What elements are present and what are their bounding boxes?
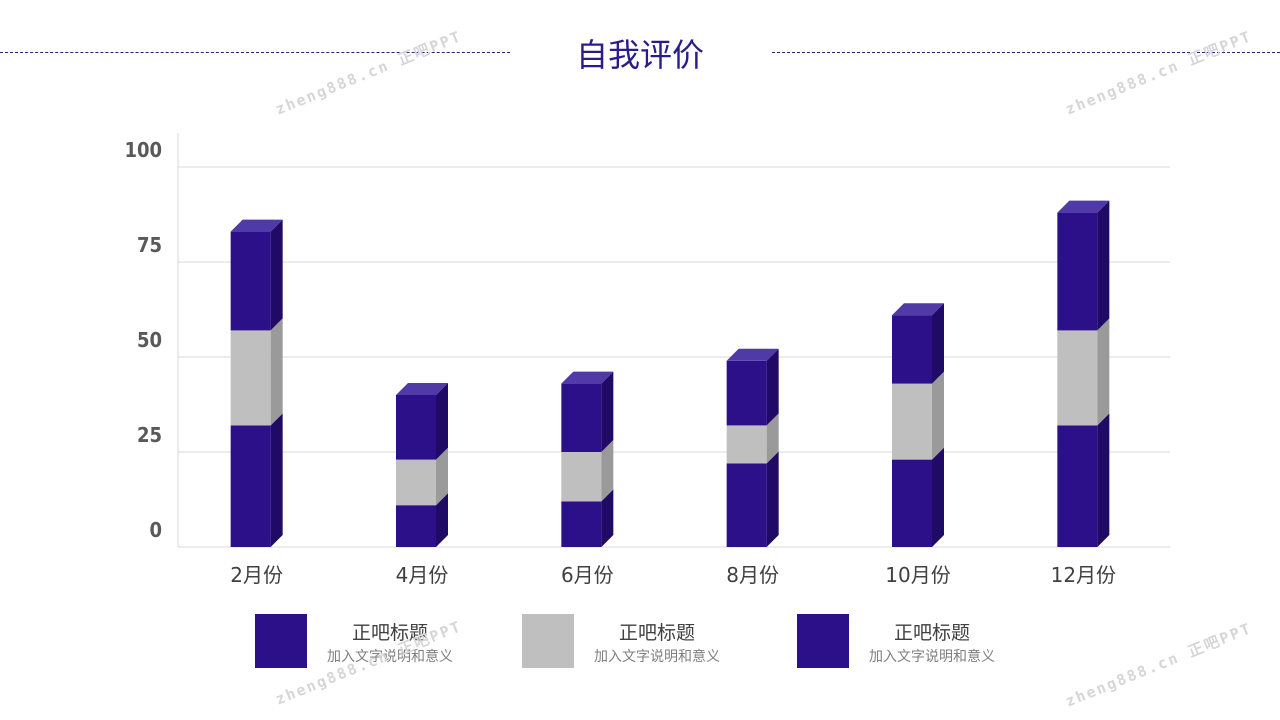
legend-desc-3: 加入文字说明和意义 <box>869 649 995 665</box>
x-tick-label-6: 12月份 <box>1051 563 1116 587</box>
legend-swatch-1 <box>255 614 307 668</box>
legend-title-2: 正吧标题 <box>618 622 695 644</box>
title-rule-right <box>772 52 1280 53</box>
bar-5-seg-1 <box>892 459 932 547</box>
bar-3-seg-1 <box>561 501 602 547</box>
bar-6-seg-2-side <box>1097 318 1110 426</box>
y-tick-label-100: 100 <box>124 138 162 162</box>
bar-4-seg-3 <box>726 360 767 426</box>
bar-2-seg-1 <box>396 505 436 547</box>
bar-4-seg-1 <box>726 463 767 547</box>
legend-title-3: 正吧标题 <box>893 622 970 644</box>
bar-4-seg-3-side <box>766 348 779 426</box>
bar-2-seg-2 <box>396 459 436 506</box>
bar-1-seg-3-side <box>270 219 283 331</box>
legend-swatch-2 <box>522 614 574 668</box>
legend-item-2: 正吧标题 加入文字说明和意义 <box>522 614 762 668</box>
bar-5-top <box>892 303 944 316</box>
bar-3-seg-2 <box>561 452 602 502</box>
bar-6-seg-1 <box>1057 425 1098 547</box>
bar-1-top <box>230 219 283 232</box>
bar-1-seg-3 <box>230 231 271 331</box>
bar-6-seg-3-side <box>1097 200 1110 331</box>
bar-1-seg-2 <box>230 330 271 426</box>
bar-4-seg-1-side <box>766 451 779 547</box>
bar-4-seg-2 <box>726 425 767 464</box>
bar-1-seg-1 <box>230 425 271 547</box>
y-tick-label-75: 75 <box>137 233 162 257</box>
bar-2-top <box>396 383 448 395</box>
y-tick-label-50: 50 <box>137 328 162 352</box>
x-tick-label-2: 4月份 <box>396 563 449 587</box>
bar-2-seg-3 <box>396 395 436 460</box>
stacked-bar-chart: 0 25 50 75 100 2月份 4月份 6月份 8月份 10月份 12月份 <box>124 133 1170 587</box>
bar-3-seg-3-side <box>601 371 614 452</box>
bar-3-seg-2-side <box>601 440 614 502</box>
legend-title-1: 正吧标题 <box>351 622 428 644</box>
x-tick-label-5: 10月份 <box>885 563 950 587</box>
bar-2-seg-2-side <box>436 447 448 506</box>
bar-1-seg-1-side <box>270 413 283 547</box>
legend-desc-1: 加入文字说明和意义 <box>327 649 453 665</box>
legend-item-1: 正吧标题 加入文字说明和意义 <box>255 614 495 668</box>
page-title: 自我评价 <box>575 36 704 74</box>
legend-item-3: 正吧标题 加入文字说明和意义 <box>797 614 1037 668</box>
y-tick-label-0: 0 <box>149 518 162 542</box>
legend-swatch-3 <box>797 614 849 668</box>
bar-5-seg-1-side <box>932 447 944 547</box>
bar-4-top <box>726 348 779 361</box>
bar-4-seg-2-side <box>766 413 779 464</box>
legend-desc-2: 加入文字说明和意义 <box>594 649 720 665</box>
bar-2-seg-3-side <box>436 383 448 460</box>
bar-6-seg-3 <box>1057 212 1098 331</box>
bar-6-seg-2 <box>1057 330 1098 426</box>
y-tick-label-25: 25 <box>137 423 162 447</box>
bar-3-seg-1-side <box>601 489 614 547</box>
x-tick-label-4: 8月份 <box>726 563 779 587</box>
bar-5-seg-2 <box>892 383 932 460</box>
bar-5-seg-3-side <box>932 303 944 384</box>
bar-6-top <box>1057 200 1110 213</box>
x-tick-label-3: 6月份 <box>561 563 614 587</box>
bar-5-seg-2-side <box>932 371 944 460</box>
bar-5-seg-3 <box>892 315 932 384</box>
bar-3-seg-3 <box>561 383 602 452</box>
bar-1-seg-2-side <box>270 318 283 426</box>
x-tick-label-1: 2月份 <box>230 563 283 587</box>
title-rule-left <box>0 52 510 53</box>
bar-6-seg-1-side <box>1097 413 1110 547</box>
bar-3-top <box>561 371 614 384</box>
watermark-4: zheng888.cn 正吧PPT <box>1062 619 1255 711</box>
bar-2-seg-1-side <box>436 493 448 547</box>
